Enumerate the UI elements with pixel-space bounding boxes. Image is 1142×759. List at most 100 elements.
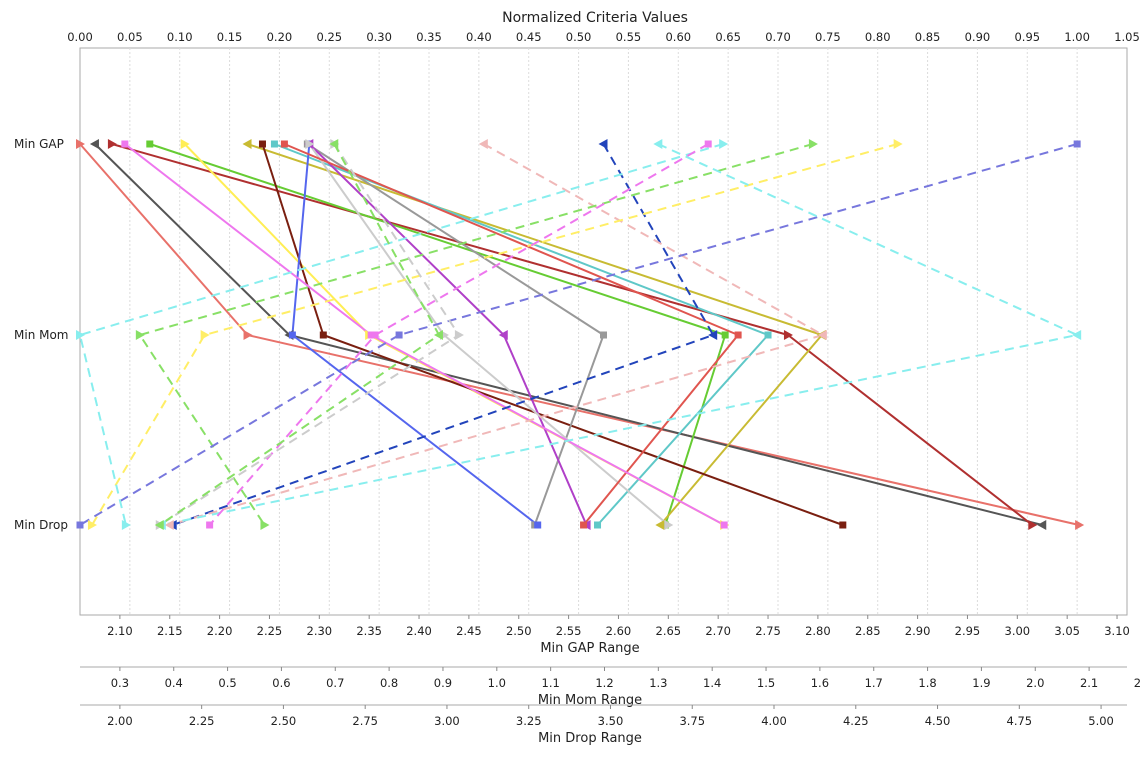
- data-point: [783, 330, 793, 340]
- range-tick-label: 2.35: [356, 624, 382, 638]
- range-tick-label: 1.3: [649, 676, 667, 690]
- series-line: [172, 143, 715, 526]
- data-point: [135, 330, 145, 340]
- data-point: [87, 520, 97, 530]
- range-tick-label: 2.25: [189, 714, 215, 728]
- data-point: [600, 331, 607, 339]
- range-tick-label: 2.25: [257, 624, 283, 638]
- data-point: [76, 330, 85, 340]
- range-tick-label: 0.8: [380, 676, 398, 690]
- series-line: [169, 143, 824, 526]
- data-point: [89, 139, 99, 149]
- range-axes: 2.10 2.15 2.20 2.25 2.30 2.35 2.40 2.45 2.50 2.55…: [80, 614, 1142, 746]
- data-point: [720, 521, 728, 529]
- data-point: [260, 520, 270, 530]
- range-tick-label: 1.2: [595, 676, 613, 690]
- category-label: Min GAP: [14, 137, 64, 151]
- range-tick-label: 4.75: [1007, 714, 1033, 728]
- data-point: [146, 140, 154, 148]
- chart-title: Normalized Criteria Values: [502, 10, 688, 26]
- top-tick-label: 0.85: [915, 30, 941, 44]
- data-point: [1072, 330, 1082, 340]
- data-point: [164, 520, 174, 530]
- range-tick-label: 2.30: [307, 624, 333, 638]
- data-point: [154, 520, 164, 530]
- data-point: [893, 139, 903, 149]
- data-point: [243, 330, 253, 340]
- data-point: [280, 140, 288, 148]
- range-tick-label: 2.75: [352, 714, 378, 728]
- data-point: [242, 139, 252, 149]
- top-tick-label: 0.00: [67, 30, 93, 44]
- top-tick-label: 0.75: [815, 30, 841, 44]
- range-tick-label: 2.15: [157, 624, 183, 638]
- data-point: [200, 330, 210, 340]
- data-point: [206, 521, 214, 529]
- category-labels: Min GAP Min Mom Min Drop: [14, 137, 69, 532]
- range-tick-label: 3.50: [598, 714, 624, 728]
- range-tick-label: 2.80: [805, 624, 831, 638]
- series-markers: [76, 139, 1085, 530]
- data-point: [478, 139, 488, 149]
- data-point: [76, 521, 84, 529]
- range-tick-label: 2.40: [406, 624, 432, 638]
- data-point: [580, 521, 588, 529]
- data-point: [817, 330, 827, 340]
- data-point: [808, 139, 818, 149]
- data-point: [664, 520, 674, 530]
- range-axis-title: Min GAP Range: [540, 641, 639, 656]
- range-tick-label: 2.10: [107, 624, 133, 638]
- data-point: [305, 139, 315, 149]
- range-tick-label: 5.00: [1088, 714, 1114, 728]
- data-point: [107, 139, 117, 149]
- series-line: [79, 143, 1078, 526]
- top-tick-label: 0.15: [217, 30, 243, 44]
- top-tick-label: 0.55: [616, 30, 642, 44]
- data-point: [121, 140, 129, 148]
- range-tick-label: 1.5: [757, 676, 775, 690]
- top-tick-label: 0.45: [516, 30, 542, 44]
- top-tick-label: 0.90: [965, 30, 991, 44]
- data-point: [594, 521, 602, 529]
- data-point: [655, 520, 665, 530]
- data-point: [371, 331, 379, 339]
- range-tick-label: 2.2: [1134, 676, 1142, 690]
- range-tick-label: 2.85: [855, 624, 881, 638]
- range-tick-label: 3.00: [1005, 624, 1031, 638]
- range-tick-label: 1.6: [811, 676, 829, 690]
- range-axis-title: Min Drop Range: [538, 731, 642, 746]
- data-point: [258, 140, 266, 148]
- data-point: [367, 331, 375, 339]
- series-line: [79, 143, 724, 526]
- data-point: [433, 330, 443, 340]
- range-tick-label: 0.3: [111, 676, 129, 690]
- range-tick-label: 2.45: [456, 624, 482, 638]
- top-tick-label: 1.05: [1114, 30, 1140, 44]
- range-tick-label: 2.1: [1080, 676, 1098, 690]
- range-tick-label: 0.9: [434, 676, 452, 690]
- range-tick-label: 1.0: [488, 676, 506, 690]
- range-tick-label: 1.7: [865, 676, 883, 690]
- data-point: [1073, 140, 1081, 148]
- series-line: [138, 143, 814, 526]
- top-tick-label: 0.30: [366, 30, 392, 44]
- top-axis: 0.00 0.05 0.10 0.15 0.20 0.25 0.30 0.35 0.40 0.45…: [67, 30, 1140, 44]
- data-point: [721, 331, 729, 339]
- range-tick-label: 2.65: [656, 624, 682, 638]
- data-point: [270, 140, 278, 148]
- top-tick-label: 0.25: [316, 30, 342, 44]
- data-point: [1075, 520, 1085, 530]
- series-line: [161, 143, 1079, 526]
- top-tick-label: 0.60: [665, 30, 691, 44]
- data-point: [180, 139, 190, 149]
- range-tick-label: 3.25: [516, 714, 542, 728]
- top-tick-label: 0.70: [765, 30, 791, 44]
- top-tick-label: 0.10: [167, 30, 193, 44]
- range-tick-label: 3.00: [434, 714, 460, 728]
- range-tick-label: 2.50: [506, 624, 532, 638]
- data-point: [653, 139, 663, 149]
- data-point: [329, 139, 339, 149]
- data-point: [598, 139, 608, 149]
- range-tick-label: 1.4: [703, 676, 721, 690]
